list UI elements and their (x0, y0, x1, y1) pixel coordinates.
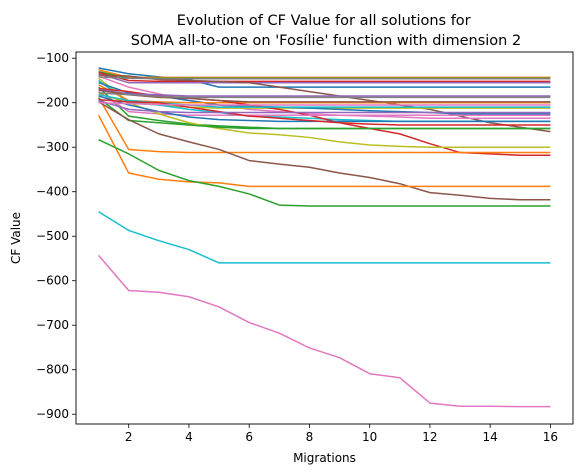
series-line-5 (98, 73, 551, 84)
y-tick-label: −900 (36, 407, 69, 421)
series-line-6 (98, 74, 551, 133)
series-line-27 (98, 101, 551, 106)
y-tick-label: −100 (36, 51, 69, 65)
x-tick-label: 10 (362, 430, 377, 444)
series-line-28 (97, 114, 551, 188)
x-tick-label: 8 (306, 430, 314, 444)
x-tick-label: 6 (245, 430, 253, 444)
series-line-12 (98, 84, 551, 104)
axes-layer: 2 4 6 8 10 12 14 16 −900 −800 −700 −600 −500 −400 −300… (36, 51, 558, 444)
series-line-30 (98, 211, 551, 264)
series-line-20 (98, 93, 551, 108)
y-axis-label: CF Value (9, 212, 23, 264)
series-line-26 (98, 101, 551, 201)
y-tick-label: −200 (36, 96, 69, 110)
series-line-19 (98, 93, 551, 148)
x-tick-label: 4 (185, 430, 193, 444)
y-tick-label: −800 (36, 363, 69, 377)
chart-title-line-1: Evolution of CF Value for all solutions … (177, 13, 471, 29)
x-tick-label: 12 (422, 430, 437, 444)
series-line-18 (98, 92, 551, 99)
chart-title-line-2: SOMA all-to-one on 'Fosílie' function wi… (131, 33, 521, 49)
series-line-25 (98, 99, 551, 114)
y-tick-label: −300 (36, 140, 69, 154)
series-line-8 (98, 76, 551, 80)
y-tick-label: −400 (36, 185, 69, 199)
series-line-4 (98, 71, 551, 83)
x-axis-label: Migrations (293, 451, 356, 465)
series-line-23 (98, 97, 551, 130)
y-tick-label: −500 (36, 229, 69, 243)
plot-frame (75, 51, 574, 425)
series-line-22 (97, 97, 551, 154)
series-line-15 (98, 88, 551, 97)
x-tick-label: 2 (125, 430, 133, 444)
x-tick-label: 16 (543, 430, 558, 444)
series-line-31 (98, 254, 551, 408)
chart-title: Evolution of CF Value for all solutions … (131, 13, 521, 49)
series-line-29 (98, 138, 551, 207)
series-line-2 (98, 69, 551, 79)
series-layer (97, 67, 551, 408)
series-line-16 (98, 89, 551, 103)
y-tick-label: −600 (36, 274, 69, 288)
y-tick-label: −700 (36, 318, 69, 332)
x-tick-label: 14 (483, 430, 498, 444)
